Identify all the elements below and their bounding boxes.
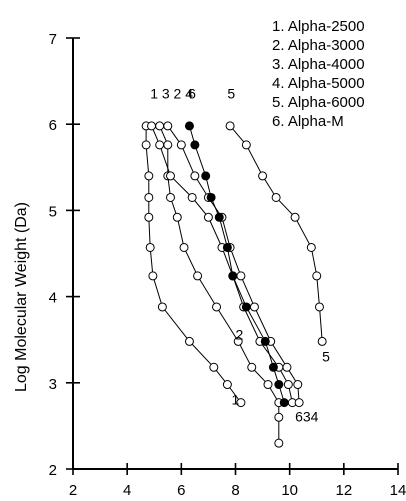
- data-point: [209, 362, 219, 372]
- data-point: [144, 192, 154, 202]
- data-point: [155, 121, 165, 131]
- legend: 1. Alpha-2500 2. Alpha-3000 3. Alpha-4000 4…: [272, 18, 365, 130]
- data-point: [249, 302, 259, 312]
- data-point: [271, 192, 281, 202]
- series-6: [184, 121, 289, 408]
- data-point: [225, 121, 235, 131]
- data-point: [184, 336, 194, 346]
- series-2: [155, 121, 284, 448]
- legend-entry: 5. Alpha-6000: [272, 94, 365, 111]
- data-point: [290, 212, 300, 222]
- curve-label: 2: [236, 327, 244, 343]
- data-point: [201, 171, 211, 181]
- data-point: [260, 336, 270, 346]
- y-tick-label: 2: [49, 462, 57, 479]
- y-tick-label: 4: [49, 290, 57, 307]
- curve-label: 1 3 2 4: [150, 85, 193, 101]
- data-point: [155, 140, 165, 150]
- data-point: [228, 271, 238, 281]
- data-point: [274, 380, 284, 390]
- data-point: [176, 140, 186, 150]
- data-point: [163, 140, 173, 150]
- data-point: [214, 212, 224, 222]
- data-point: [247, 362, 257, 372]
- data-point: [258, 171, 268, 181]
- series-5: [225, 121, 327, 346]
- data-point: [274, 412, 284, 422]
- data-point: [233, 336, 243, 346]
- data-point: [268, 362, 278, 372]
- data-point: [294, 398, 304, 408]
- curve-label: 5: [227, 85, 235, 101]
- data-point: [263, 380, 273, 390]
- series-1: [141, 121, 246, 408]
- data-point: [203, 212, 213, 222]
- x-tick-label: 12: [335, 482, 352, 499]
- data-point: [317, 336, 327, 346]
- data-point: [312, 271, 322, 281]
- data-point: [241, 302, 251, 312]
- data-point: [241, 140, 251, 150]
- series-line: [167, 125, 300, 403]
- data-point: [147, 121, 157, 131]
- legend-entry: 2. Alpha-3000: [272, 37, 365, 54]
- data-point: [283, 380, 293, 390]
- curve-labels: 1 3 2 46 5 2 1 634 5: [150, 85, 330, 424]
- data-point: [293, 380, 303, 390]
- curve-label: 5: [322, 348, 330, 364]
- legend-entry: 4. Alpha-5000: [272, 75, 365, 92]
- x-tick-label: 2: [69, 482, 77, 499]
- curve-label: 1: [231, 391, 239, 407]
- x-tick-label: 6: [177, 482, 185, 499]
- legend-entry: 3. Alpha-4000: [272, 56, 365, 73]
- x-tick-label: 10: [281, 482, 298, 499]
- data-point: [306, 242, 316, 252]
- data-point: [145, 242, 155, 252]
- data-point: [236, 398, 246, 408]
- series-4: [163, 121, 304, 408]
- data-point: [172, 212, 182, 222]
- data-point: [166, 192, 175, 202]
- data-point: [222, 242, 232, 252]
- x-tick-label: 14: [390, 482, 406, 499]
- series-layer: [141, 121, 327, 448]
- x-tick-label: 4: [123, 482, 131, 499]
- legend-entry: 6. Alpha-M: [272, 113, 344, 130]
- curve-label: 634: [295, 409, 319, 425]
- data-point: [274, 438, 284, 448]
- data-point: [157, 302, 167, 312]
- data-point: [144, 212, 154, 222]
- series-line: [145, 125, 242, 403]
- data-point: [236, 271, 246, 281]
- data-point: [141, 140, 151, 150]
- y-axis-label: Log Molecular Weight (Da): [13, 202, 30, 392]
- data-point: [222, 380, 232, 390]
- data-point: [166, 171, 175, 181]
- data-point: [144, 171, 154, 181]
- y-tick-label: 3: [49, 376, 57, 393]
- x-tick-label: 8: [231, 482, 239, 499]
- data-point: [187, 192, 197, 202]
- y-tick-label: 6: [49, 117, 57, 134]
- y-tick-label: 7: [49, 31, 57, 48]
- data-point: [190, 140, 200, 150]
- data-point: [212, 302, 222, 312]
- data-point: [184, 121, 194, 131]
- data-point: [193, 271, 203, 281]
- data-point: [279, 398, 289, 408]
- data-point: [282, 362, 292, 372]
- y-tick-label: 5: [49, 203, 57, 220]
- curve-label: 6: [188, 85, 196, 101]
- data-point: [163, 121, 173, 131]
- data-point: [179, 242, 189, 252]
- data-point: [206, 192, 216, 202]
- data-point: [190, 171, 200, 181]
- data-point: [148, 271, 158, 281]
- legend-entry: 1. Alpha-2500: [272, 18, 365, 35]
- data-point: [314, 302, 324, 312]
